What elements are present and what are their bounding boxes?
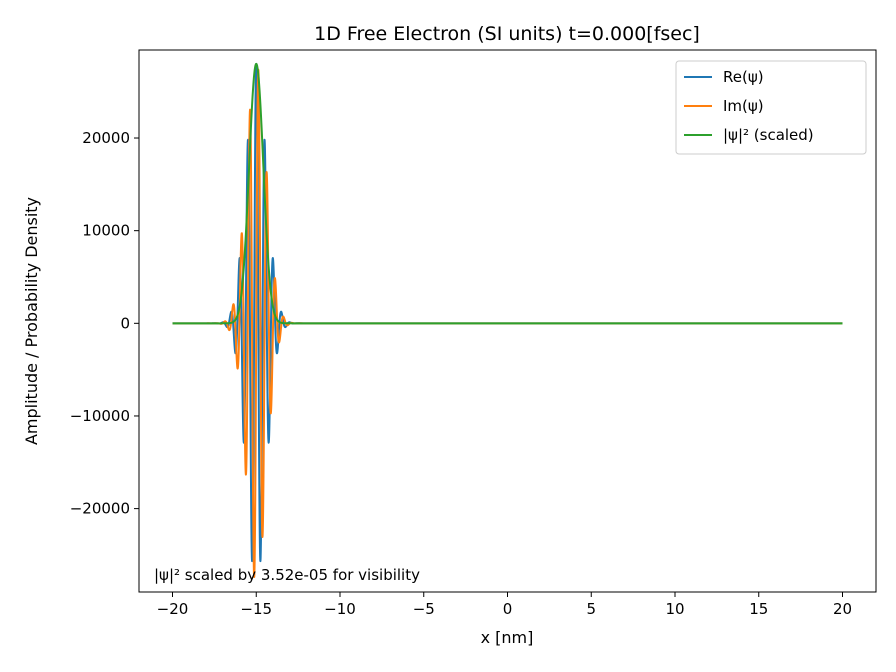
x-tick-label: 15: [749, 600, 768, 618]
x-tick-label: 10: [665, 600, 684, 618]
x-tick-label: −10: [324, 600, 356, 618]
legend-label-imag: Im(ψ): [723, 97, 764, 115]
scaling-annotation: |ψ|² scaled by 3.52e-05 for visibility: [154, 566, 420, 584]
y-tick-label: 10000: [82, 222, 130, 240]
series-line-prob: [171, 62, 844, 325]
x-tick-label: −15: [240, 600, 272, 618]
legend-box: [675, 60, 867, 155]
plot-area: [138, 49, 877, 593]
legend-label-prob: |ψ|² (scaled): [723, 126, 814, 144]
y-axis-label: Amplitude / Probability Density: [22, 197, 41, 445]
x-tick-label: 20: [833, 600, 852, 618]
y-axis: −20000 −10000 0 10000 20000: [70, 129, 139, 518]
x-axis: −20 −15 −10 −5 0 5 10 15 20: [157, 592, 852, 618]
y-tick-label: −10000: [70, 407, 130, 425]
x-tick-label: −5: [413, 600, 435, 618]
x-tick-label: −20: [157, 600, 189, 618]
legend: Re(ψ) Im(ψ) |ψ|² (scaled): [675, 60, 867, 155]
x-tick-label: 5: [586, 600, 596, 618]
legend-label-real: Re(ψ): [723, 68, 764, 86]
x-axis-label: x [nm]: [481, 628, 534, 647]
y-tick-label: 20000: [82, 129, 130, 147]
x-tick-label: 0: [503, 600, 513, 618]
series-group: [171, 62, 844, 578]
y-tick-label: −20000: [70, 500, 130, 518]
y-tick-label: 0: [120, 314, 130, 332]
chart-title: 1D Free Electron (SI units) t=0.000[fsec…: [314, 23, 700, 45]
